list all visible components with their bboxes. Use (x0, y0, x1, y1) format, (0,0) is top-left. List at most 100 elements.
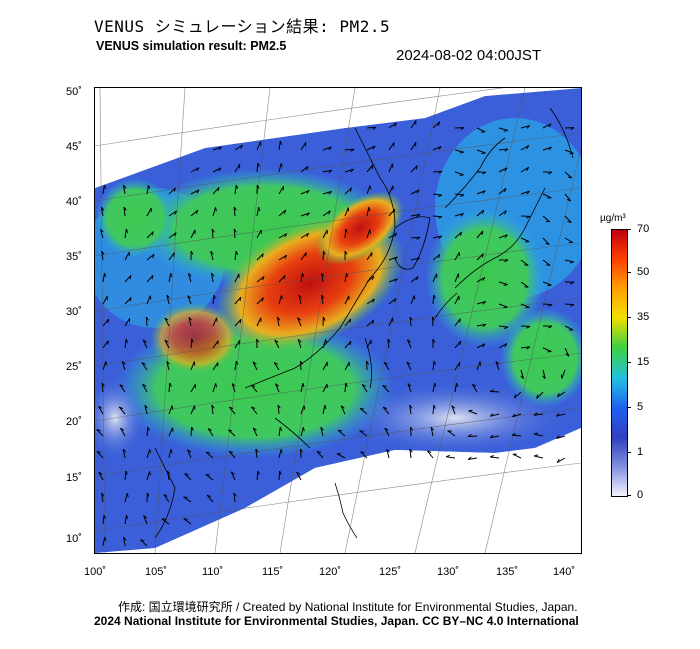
wind-arrow-head (206, 494, 211, 498)
wind-arrow-head (252, 361, 257, 365)
wind-arrow (119, 384, 126, 393)
wind-arrow (454, 273, 459, 283)
wind-arrow-head (261, 297, 264, 302)
wind-arrow (146, 185, 149, 195)
wind-arrow-head (257, 162, 260, 167)
wind-arrow (542, 347, 552, 352)
wind-arrow (432, 193, 442, 196)
wind-arrow (278, 470, 281, 481)
wind-arrow (163, 494, 170, 503)
wind-arrow (256, 470, 259, 481)
wind-arrow (388, 208, 396, 217)
page-title-english: VENUS simulation result: PM2.5 (96, 39, 287, 53)
wind-arrow (140, 539, 148, 547)
wind-arrow (233, 228, 236, 239)
wind-arrow-head (438, 146, 442, 150)
wind-arrow (366, 252, 373, 261)
wind-arrow (212, 207, 216, 217)
wind-arrow (322, 339, 327, 349)
wind-arrow-head (320, 426, 324, 431)
wind-arrow-head (183, 518, 188, 520)
wind-arrow-head (104, 272, 107, 278)
wind-arrow-head (447, 430, 452, 432)
wind-arrow (536, 391, 544, 399)
wind-arrow (187, 449, 192, 459)
wind-arrow (146, 231, 154, 239)
wind-arrow-head (433, 404, 436, 409)
wind-arrow-head (123, 206, 127, 211)
wind-arrow (384, 427, 390, 437)
wind-arrow (234, 340, 241, 349)
wind-arrow (233, 493, 236, 503)
wind-arrow (542, 369, 546, 379)
wind-arrow (228, 450, 236, 459)
wind-arrow (542, 123, 552, 129)
wind-arrow-head (467, 456, 472, 460)
wind-arrow-head (504, 210, 507, 215)
wind-arrow-head (556, 393, 560, 398)
wind-arrow-head (98, 405, 103, 409)
wind-arrow (388, 256, 398, 261)
wind-arrow (410, 120, 417, 129)
lat-label-40: 40˚ (66, 196, 82, 208)
wind-arrow (190, 209, 199, 217)
wind-arrow (122, 449, 126, 459)
wind-arrow (344, 228, 347, 239)
wind-arrow (542, 193, 552, 199)
wind-arrow-head (229, 406, 234, 409)
wind-arrow (211, 273, 214, 283)
wind-arrow-head (215, 383, 217, 388)
wind-arrow-head (231, 383, 236, 387)
wind-arrow-head (122, 448, 127, 453)
wind-arrow (388, 298, 397, 305)
wind-arrow (322, 210, 331, 217)
wind-arrow (124, 317, 131, 327)
colorbar-tick (627, 495, 631, 496)
wind-arrow (212, 340, 219, 349)
wind-arrow-head (459, 318, 461, 323)
wind-arrow (124, 515, 127, 525)
wind-arrow-head (570, 281, 575, 285)
wind-arrow (144, 405, 148, 415)
map-canvas (95, 88, 581, 553)
wind-arrow-head (228, 450, 233, 454)
wind-arrow-head (432, 338, 436, 343)
wind-arrow-head (187, 295, 192, 299)
wind-arrow (454, 251, 460, 261)
wind-arrow (252, 361, 258, 371)
wind-arrow-head (503, 306, 508, 309)
wind-arrow (142, 383, 148, 393)
wind-arrow (410, 295, 415, 305)
wind-arrow-head (345, 228, 348, 233)
wind-arrow (432, 404, 435, 415)
wind-arrow (366, 185, 371, 195)
wind-arrow-head (495, 361, 500, 365)
wind-arrow (454, 149, 464, 153)
wind-arrow-head (275, 383, 279, 387)
wind-arrow-head (217, 340, 219, 345)
wind-arrow-head (96, 429, 101, 432)
wind-arrow-head (174, 210, 177, 215)
wind-arrow-head (525, 306, 530, 309)
wind-arrow-head (98, 471, 103, 475)
wind-arrow-head (416, 189, 420, 194)
wind-arrow (96, 451, 104, 459)
wind-arrow (388, 232, 397, 239)
lat-label-45: 45˚ (66, 141, 82, 153)
wind-arrow-head (569, 261, 574, 264)
wind-arrow (556, 457, 566, 464)
wind-arrow-head (526, 325, 531, 329)
wind-arrow (322, 229, 328, 239)
wind-arrow-head (228, 429, 233, 432)
wind-arrow-head (416, 276, 419, 281)
colorbar-tick (627, 452, 631, 453)
wind-arrow (207, 428, 214, 437)
wind-arrow (123, 537, 126, 547)
wind-arrow (124, 470, 127, 481)
wind-arrow (166, 361, 170, 371)
pm25-map[interactable] (94, 87, 582, 554)
wind-arrow (228, 406, 236, 415)
colorbar-label-70: 70 (637, 223, 650, 235)
wind-arrow (476, 209, 485, 217)
wind-arrow (102, 340, 109, 349)
